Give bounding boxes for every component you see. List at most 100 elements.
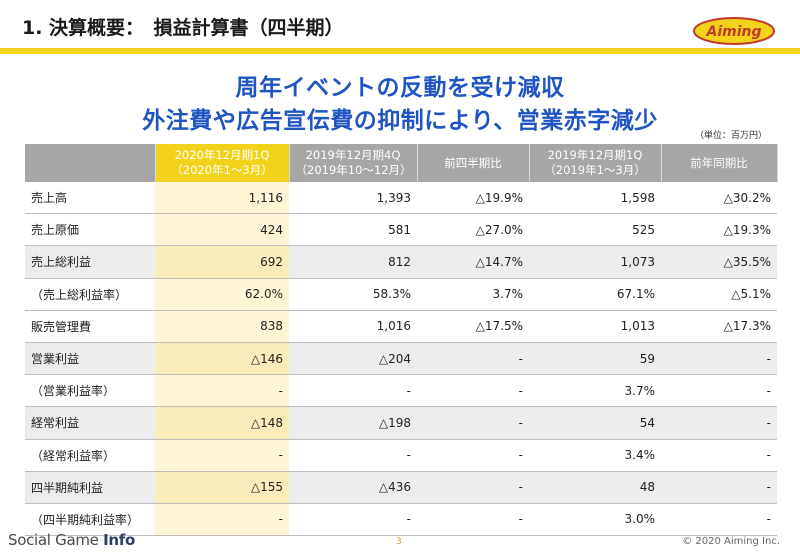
row-label: （経常利益率） — [25, 439, 155, 472]
footer-brand: Social Game Info — [8, 531, 135, 549]
table-row: （経常利益率） - - - 3.4% - — [25, 439, 777, 472]
cell-qoq: △27.0% — [417, 213, 529, 247]
row-label: （四半期純利益率） — [25, 503, 155, 537]
table-row: （営業利益率） - - - 3.7% - — [25, 374, 777, 408]
table-row: 販売管理費 838 1,016 △17.5% 1,013 △17.3% — [25, 310, 777, 343]
row-label: 売上総利益 — [25, 245, 155, 279]
cell-prior-year-quarter: 59 — [529, 342, 661, 376]
cell-prior-year-quarter: 3.4% — [529, 439, 661, 472]
header-cell-yoy: 前年同期比 — [661, 144, 778, 182]
cell-yoy: - — [661, 342, 777, 376]
cell-qoq: - — [417, 374, 529, 408]
cell-prior-year-quarter: 67.1% — [529, 278, 661, 311]
header-cell-qoq: 前四半期比 — [417, 144, 530, 182]
cell-previous-quarter: 812 — [289, 245, 417, 279]
header-cell-current-quarter: 2020年12月期1Q （2020年1～3月） — [155, 144, 290, 182]
logo-text: Aiming — [705, 24, 761, 40]
cell-current-quarter: 692 — [155, 245, 289, 279]
header-line: （2019年1～3月） — [544, 163, 646, 177]
cell-current-quarter: △146 — [155, 342, 289, 376]
table-header-row: 2020年12月期1Q （2020年1～3月） 2019年12月期4Q （201… — [25, 144, 778, 182]
footer-brand-bold: Info — [103, 531, 135, 549]
aiming-logo: Aiming — [693, 17, 775, 45]
row-label: 販売管理費 — [25, 310, 155, 343]
cell-qoq: △17.5% — [417, 310, 529, 343]
cell-qoq: - — [417, 503, 529, 537]
cell-qoq: 3.7% — [417, 278, 529, 311]
cell-yoy: △30.2% — [661, 182, 777, 215]
cell-current-quarter: - — [155, 374, 289, 408]
row-label: 売上高 — [25, 182, 155, 215]
header-cell-blank — [25, 144, 156, 182]
row-label: 売上原価 — [25, 213, 155, 247]
cell-previous-quarter: - — [289, 374, 417, 408]
cell-yoy: - — [661, 374, 777, 408]
cell-yoy: - — [661, 471, 777, 504]
cell-prior-year-quarter: 1,013 — [529, 310, 661, 343]
table-row: （売上総利益率） 62.0% 58.3% 3.7% 67.1% △5.1% — [25, 278, 777, 311]
header-line: 2019年12月期4Q — [305, 148, 401, 162]
cell-previous-quarter: △436 — [289, 471, 417, 504]
header-line: 前四半期比 — [444, 155, 502, 170]
cell-prior-year-quarter: 54 — [529, 406, 661, 440]
cell-previous-quarter: △204 — [289, 342, 417, 376]
headline-line-2: 外注費や広告宣伝費の抑制により、営業赤字減少 — [142, 108, 658, 134]
cell-yoy: - — [661, 406, 777, 440]
footer-brand-plain: Social Game — [8, 531, 104, 549]
cell-yoy: △35.5% — [661, 245, 777, 279]
cell-current-quarter: - — [155, 503, 289, 537]
cell-current-quarter: △148 — [155, 406, 289, 440]
slide-header: 1. 決算概要： 損益計算書（四半期） Aiming — [0, 0, 800, 48]
cell-previous-quarter: △198 — [289, 406, 417, 440]
cell-qoq: - — [417, 471, 529, 504]
cell-previous-quarter: 58.3% — [289, 278, 417, 311]
income-statement-table: 2020年12月期1Q （2020年1～3月） 2019年12月期4Q （201… — [25, 144, 778, 537]
header-cell-previous-quarter: 2019年12月期4Q （2019年10～12月） — [289, 144, 418, 182]
cell-current-quarter: 62.0% — [155, 278, 289, 311]
cell-yoy: △19.3% — [661, 213, 777, 247]
row-label: （営業利益率） — [25, 374, 155, 408]
cell-yoy: △17.3% — [661, 310, 777, 343]
table-row: 経常利益 △148 △198 - 54 - — [25, 406, 777, 440]
table-row: （四半期純利益率） - - - 3.0% - — [25, 503, 777, 537]
unit-note: （単位：百万円） — [694, 131, 767, 141]
header-line: （2019年10～12月） — [295, 163, 412, 177]
cell-prior-year-quarter: 48 — [529, 471, 661, 504]
row-label: 営業利益 — [25, 342, 155, 376]
table-row: 四半期純利益 △155 △436 - 48 - — [25, 471, 777, 504]
header-line: 2019年12月期1Q — [547, 148, 643, 162]
table-row: 売上総利益 692 812 △14.7% 1,073 △35.5% — [25, 245, 777, 279]
cell-current-quarter: △155 — [155, 471, 289, 504]
header-cell-prior-year-quarter: 2019年12月期1Q （2019年1～3月） — [529, 144, 662, 182]
row-label: 四半期純利益 — [25, 471, 155, 504]
cell-qoq: △14.7% — [417, 245, 529, 279]
cell-previous-quarter: 1,393 — [289, 182, 417, 215]
cell-current-quarter: 424 — [155, 213, 289, 247]
cell-yoy: - — [661, 503, 777, 537]
cell-previous-quarter: - — [289, 439, 417, 472]
header-line: 2020年12月期1Q — [174, 148, 270, 162]
header-accent-bar — [0, 48, 800, 54]
cell-qoq: - — [417, 342, 529, 376]
cell-qoq: - — [417, 439, 529, 472]
table-row: 売上高 1,116 1,393 △19.9% 1,598 △30.2% — [25, 182, 777, 215]
cell-previous-quarter: - — [289, 503, 417, 537]
cell-prior-year-quarter: 1,598 — [529, 182, 661, 215]
cell-yoy: - — [661, 439, 777, 472]
table-row: 営業利益 △146 △204 - 59 - — [25, 342, 777, 376]
cell-qoq: △19.9% — [417, 182, 529, 215]
headline-line-1: 周年イベントの反動を受け減収 — [235, 75, 565, 101]
table-row: 売上原価 424 581 △27.0% 525 △19.3% — [25, 213, 777, 247]
row-label: （売上総利益率） — [25, 278, 155, 311]
cell-current-quarter: - — [155, 439, 289, 472]
cell-prior-year-quarter: 3.7% — [529, 374, 661, 408]
row-label: 経常利益 — [25, 406, 155, 440]
slide-title: 1. 決算概要： 損益計算書（四半期） — [22, 17, 344, 39]
cell-previous-quarter: 1,016 — [289, 310, 417, 343]
cell-prior-year-quarter: 525 — [529, 213, 661, 247]
cell-previous-quarter: 581 — [289, 213, 417, 247]
cell-qoq: - — [417, 406, 529, 440]
header-line: 前年同期比 — [690, 155, 748, 170]
header-line: （2020年1～3月） — [171, 163, 273, 177]
cell-current-quarter: 1,116 — [155, 182, 289, 215]
